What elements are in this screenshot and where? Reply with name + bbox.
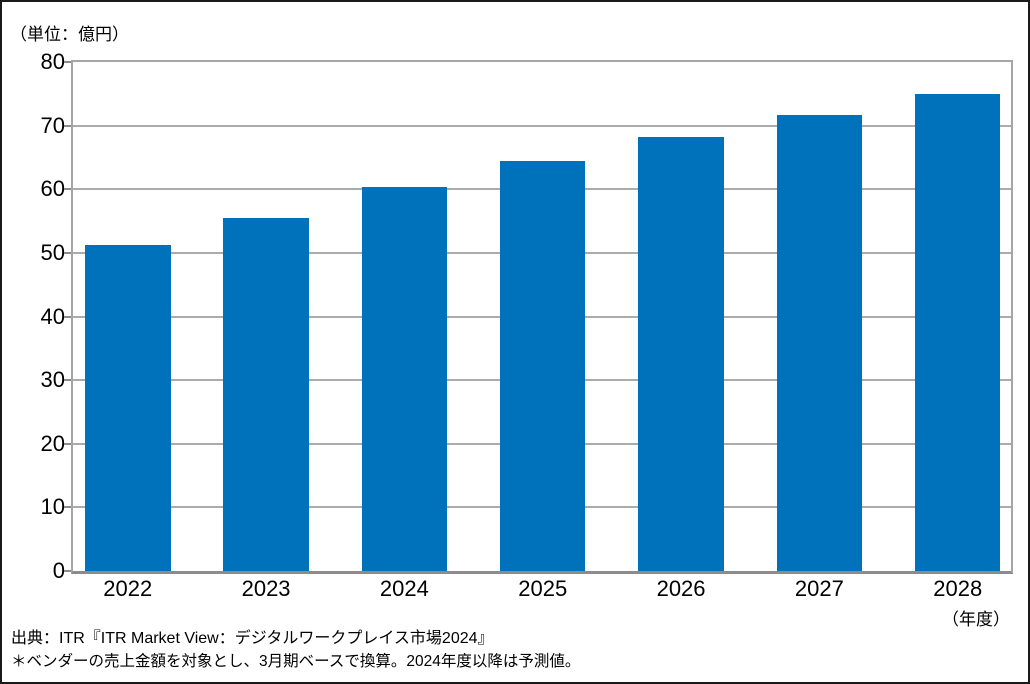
y-tick-mark-20 bbox=[64, 442, 73, 445]
y-tick-label-70: 70 bbox=[40, 112, 65, 138]
y-tick-label-80: 80 bbox=[40, 49, 65, 74]
y-tick-mark-80 bbox=[64, 61, 73, 63]
y-tick-mark-30 bbox=[64, 379, 73, 382]
y-axis-labels: 0 10 20 30 40 50 60 70 80 bbox=[2, 51, 65, 582]
y-axis-ticks bbox=[64, 61, 73, 572]
y-tick-label-20: 20 bbox=[40, 430, 65, 456]
bar-2022 bbox=[85, 245, 171, 571]
bar-2027 bbox=[776, 114, 863, 571]
source-line-1: 出典：ITR『ITR Market View：デジタルワークプレイス市場2024… bbox=[11, 630, 494, 647]
source-note: 出典：ITR『ITR Market View：デジタルワークプレイス市場2024… bbox=[11, 627, 580, 673]
x-tick-label-2022: 2022 bbox=[103, 576, 153, 601]
x-tick-label-2026: 2026 bbox=[656, 576, 706, 601]
x-tick-label-2024: 2024 bbox=[379, 576, 429, 601]
y-tick-label-60: 60 bbox=[40, 176, 65, 202]
y-tick-mark-70 bbox=[64, 124, 73, 127]
x-tick-label-2025: 2025 bbox=[518, 576, 568, 601]
y-tick-mark-60 bbox=[64, 188, 73, 191]
y-tick-label-40: 40 bbox=[40, 303, 65, 329]
bar-2024 bbox=[361, 187, 448, 571]
x-tick-label-2027: 2027 bbox=[794, 576, 844, 601]
y-tick-label-10: 10 bbox=[40, 494, 65, 520]
y-axis-unit-label: （単位：億円） bbox=[10, 25, 129, 44]
x-tick-label-2023: 2023 bbox=[241, 576, 291, 601]
gridline-70 bbox=[73, 124, 1011, 127]
x-axis-unit-label: （年度） bbox=[942, 610, 1010, 629]
source-line-2: ＊ベンダーの売上金額を対象とし、3月期ベースで換算。2024年度以降は予測値。 bbox=[11, 653, 581, 670]
x-axis-labels: 2022 2023 2024 2025 2026 2027 2028 bbox=[73, 576, 1011, 602]
y-tick-mark-50 bbox=[64, 251, 73, 254]
y-tick-mark-10 bbox=[64, 506, 73, 509]
y-tick-mark-0 bbox=[64, 570, 73, 572]
y-tick-label-0: 0 bbox=[52, 558, 65, 583]
y-tick-mark-40 bbox=[64, 315, 73, 318]
bar-2026 bbox=[638, 137, 724, 571]
plot-area bbox=[71, 60, 1013, 574]
bar-2023 bbox=[223, 217, 309, 571]
x-tick-label-2028: 2028 bbox=[933, 576, 983, 601]
bar-2028 bbox=[914, 93, 1001, 571]
bar-2025 bbox=[499, 161, 586, 571]
y-tick-label-30: 30 bbox=[40, 367, 65, 393]
y-tick-label-50: 50 bbox=[40, 239, 65, 265]
